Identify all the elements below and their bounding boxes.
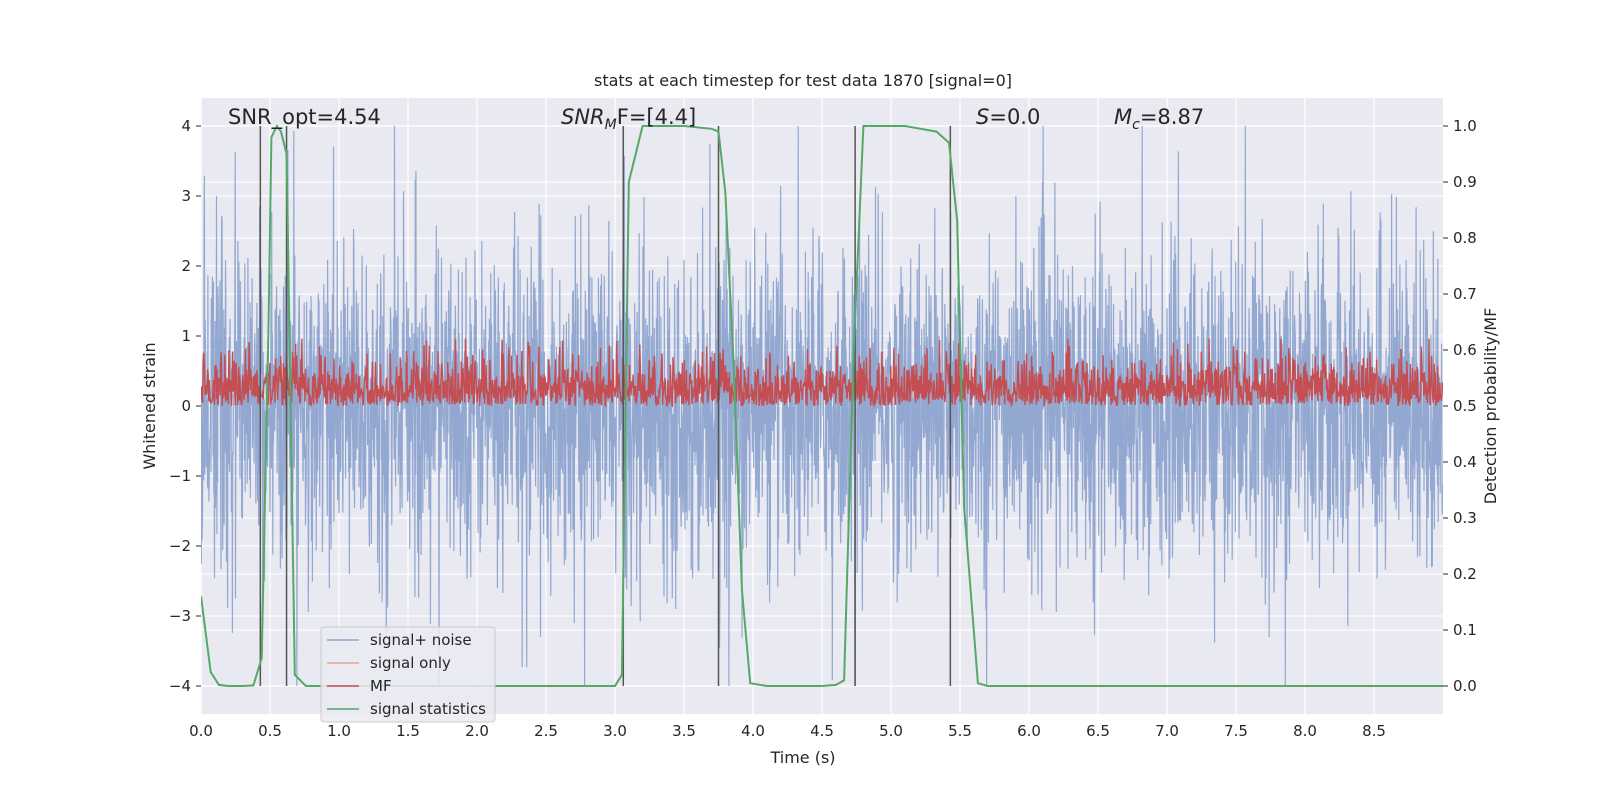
- legend-label-stats: signal statistics: [370, 700, 486, 718]
- legend: signal+ noise signal only MF signal stat…: [320, 626, 496, 723]
- x-tick-label: 7.0: [1155, 722, 1179, 740]
- x-tick-label: 3.0: [603, 722, 627, 740]
- x-axis-ticks: 0.0 0.5 1.0 1.5 2.0 2.5 3.0 3.5 4.0 4.5 5.0 5.5 6.0 6…: [189, 722, 1386, 740]
- x-tick-label: 2.0: [465, 722, 489, 740]
- y-tick-label: 3: [181, 187, 191, 205]
- x-tick-label: 0.0: [189, 722, 213, 740]
- y-axis-ticks: 4 3 2 1 0 −1 −2 −3 −4: [169, 117, 201, 695]
- y2-axis-label: Detection probability/MF: [1481, 308, 1500, 505]
- y2-tick-label: 0.8: [1453, 229, 1477, 247]
- y2-tick-label: 0.7: [1453, 285, 1477, 303]
- y-tick-label: −2: [169, 537, 191, 555]
- series-signal-plus-noise: [201, 125, 1443, 687]
- y-tick-label: −3: [169, 607, 191, 625]
- y2-tick-label: 1.0: [1453, 117, 1477, 135]
- y2-tick-label: 0.9: [1453, 173, 1477, 191]
- series-mf: [201, 338, 1443, 408]
- annotation-s: S=0.0: [976, 105, 1040, 129]
- x-tick-label: 6.0: [1017, 722, 1041, 740]
- y-axis-label: Whitened strain: [140, 342, 159, 469]
- noise-line: [201, 125, 1443, 687]
- snr-mf-rest: F=[4.4]: [617, 105, 696, 129]
- mc-sub: c: [1132, 117, 1140, 133]
- legend-label-noise: signal+ noise: [370, 631, 472, 649]
- mf-line: [201, 338, 1443, 408]
- y-tick-label: 4: [181, 117, 191, 135]
- y2-axis-ticks: 1.0 0.9 0.8 0.7 0.6 0.5 0.4 0.3 0.2 0.1 0.0: [1443, 117, 1477, 695]
- snr-mf-name: SNR: [561, 105, 605, 129]
- x-tick-label: 8.5: [1362, 722, 1386, 740]
- y2-tick-label: 0.6: [1453, 341, 1477, 359]
- s-name: S: [976, 105, 989, 129]
- y2-tick-label: 0.5: [1453, 397, 1477, 415]
- y-tick-label: −4: [169, 677, 191, 695]
- stats-line: [201, 124, 1443, 687]
- mc-rest: =8.87: [1140, 105, 1204, 129]
- y2-tick-label: 0.0: [1453, 677, 1477, 695]
- x-tick-label: 6.5: [1086, 722, 1110, 740]
- snr-mf-sub: M: [605, 117, 617, 133]
- s-rest: =0.0: [989, 105, 1040, 129]
- x-tick-label: 5.0: [879, 722, 903, 740]
- annotation-mc: Mc=8.87: [1114, 105, 1204, 133]
- y-tick-label: 2: [181, 257, 191, 275]
- x-tick-label: 4.0: [741, 722, 765, 740]
- y-tick-label: 1: [181, 327, 191, 345]
- x-tick-label: 3.5: [672, 722, 696, 740]
- x-tick-label: 8.0: [1293, 722, 1317, 740]
- x-tick-label: 4.5: [810, 722, 834, 740]
- series-signal-statistics: [201, 124, 1443, 687]
- x-tick-label: 5.5: [948, 722, 972, 740]
- mc-name: M: [1114, 105, 1132, 129]
- legend-label-signal-only: signal only: [370, 654, 451, 672]
- y-tick-label: 0: [181, 397, 191, 415]
- y-tick-label: −1: [169, 467, 191, 485]
- x-axis-label: Time (s): [769, 748, 835, 767]
- annotation-snr-mf: SNRMF=[4.4]: [561, 105, 696, 133]
- x-tick-label: 7.5: [1224, 722, 1248, 740]
- x-tick-label: 1.0: [327, 722, 351, 740]
- x-tick-label: 0.5: [258, 722, 282, 740]
- legend-box: [320, 626, 496, 723]
- x-tick-label: 2.5: [534, 722, 558, 740]
- annotation-snr-opt: SNR_opt=4.54: [228, 105, 381, 130]
- y2-tick-label: 0.1: [1453, 621, 1477, 639]
- x-tick-label: 1.5: [396, 722, 420, 740]
- y2-tick-label: 0.4: [1453, 453, 1477, 471]
- y2-tick-label: 0.2: [1453, 565, 1477, 583]
- legend-label-mf: MF: [370, 677, 392, 695]
- chart-title: stats at each timestep for test data 187…: [594, 71, 1012, 90]
- y2-tick-label: 0.3: [1453, 509, 1477, 527]
